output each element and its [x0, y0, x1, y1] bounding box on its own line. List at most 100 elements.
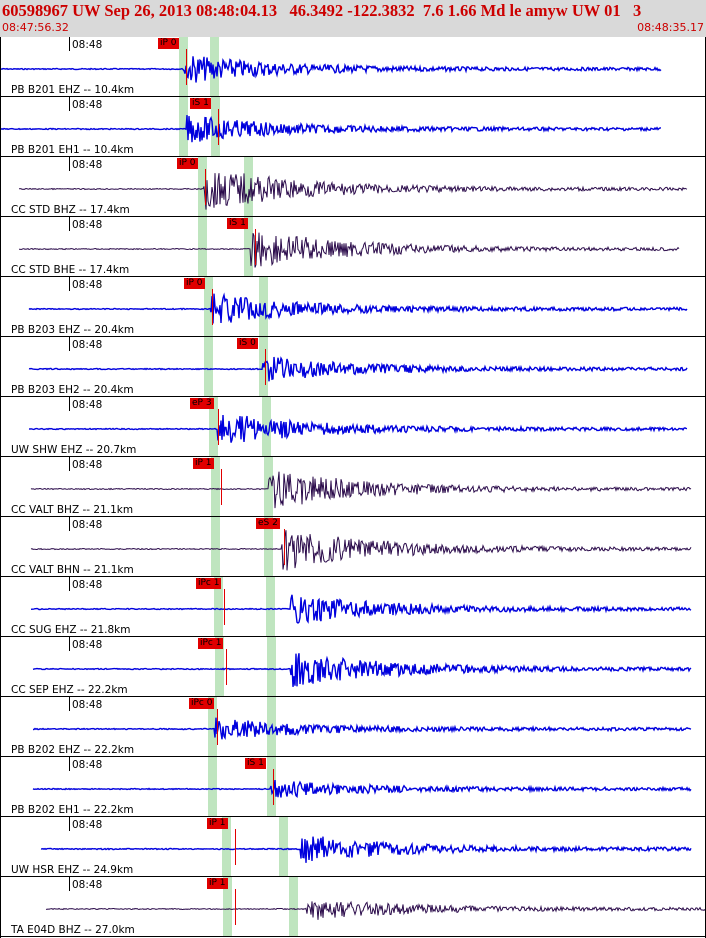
- trace-line: [18, 173, 688, 210]
- trace-line: [30, 530, 692, 571]
- trace-panel: 08:48 iP 1 TA E04D BHZ -- 27.0km: [1, 877, 705, 937]
- phase-window: [208, 697, 217, 756]
- phase-pick-label[interactable]: iP 0: [184, 278, 205, 289]
- phase-pick-label[interactable]: iP 1: [193, 458, 214, 469]
- phase-pick-label[interactable]: iPc 1: [198, 638, 224, 649]
- event-title: 60598967 UW Sep 26, 2013 08:48:04.13 46.…: [2, 1, 642, 20]
- trace-panel: 08:48 iP 0 CC STD BHZ -- 17.4km: [1, 157, 705, 217]
- trace-time-label: 08:48: [72, 399, 103, 411]
- minute-tick: [69, 817, 70, 831]
- trace-line: [32, 780, 692, 798]
- station-label: CC SEP EHZ -- 22.2km: [11, 684, 128, 696]
- phase-pick-label[interactable]: iS 1: [227, 218, 248, 229]
- phase-window: [198, 217, 207, 276]
- trace-panel: 08:48 iPc 1 CC SUG EHZ -- 21.8km: [1, 577, 705, 637]
- trace-panel: 08:48 eS 2 CC VALT BHN -- 21.1km: [1, 517, 705, 577]
- station-label: PB B203 EH2 -- 20.4km: [11, 384, 134, 396]
- waveform: [45, 900, 705, 920]
- phase-pick-marker[interactable]: [221, 469, 222, 505]
- phase-pick-marker[interactable]: [255, 229, 256, 265]
- minute-tick: [69, 697, 70, 711]
- phase-window: [266, 577, 275, 636]
- station-label: PB B203 EHZ -- 20.4km: [11, 324, 135, 336]
- phase-pick-marker[interactable]: [235, 829, 236, 865]
- phase-pick-marker[interactable]: [273, 769, 274, 805]
- station-label: CC VALT BHN -- 21.1km: [11, 564, 134, 576]
- phase-pick-marker[interactable]: [218, 409, 219, 445]
- waveform: [28, 414, 688, 443]
- phase-pick-label[interactable]: iS 1: [190, 98, 211, 109]
- trace-time-label: 08:48: [72, 219, 103, 231]
- waveform: [18, 232, 680, 268]
- header-bar: 60598967 UW Sep 26, 2013 08:48:04.13 46.…: [0, 0, 706, 37]
- minute-tick: [69, 637, 70, 651]
- seismogram-plot: 08:48 iP 0 PB B201 EHZ -- 10.4km 08:48 iS 1 P…: [0, 37, 706, 938]
- phase-pick-marker[interactable]: [218, 109, 219, 145]
- minute-tick: [69, 157, 70, 171]
- phase-pick-label[interactable]: iS 0: [237, 338, 258, 349]
- phase-window: [264, 517, 273, 576]
- end-time: 08:48:35.17: [637, 21, 704, 34]
- trace-time-label: 08:48: [72, 279, 103, 291]
- trace-panel: 08:48 iP 0 PB B203 EHZ -- 20.4km: [1, 277, 705, 337]
- phase-window: [222, 817, 231, 876]
- trace-line: [30, 594, 692, 624]
- phase-pick-marker[interactable]: [212, 289, 213, 325]
- trace-line: [28, 414, 688, 443]
- station-label: UW HSR EHZ -- 24.9km: [11, 864, 134, 876]
- station-label: TA E04D BHZ -- 27.0km: [11, 924, 135, 936]
- phase-pick-marker[interactable]: [205, 169, 206, 205]
- phase-pick-marker[interactable]: [217, 709, 218, 745]
- phase-window: [223, 877, 232, 936]
- phase-pick-marker[interactable]: [284, 529, 285, 565]
- phase-window: [198, 157, 207, 216]
- trace-line: [45, 900, 705, 920]
- phase-pick-label[interactable]: iPc 1: [196, 578, 222, 589]
- phase-pick-label[interactable]: iS 1: [245, 758, 266, 769]
- station-label: PB B201 EH1 -- 10.4km: [11, 144, 134, 156]
- trace-panel: 08:48 iPc 1 CC SEP EHZ -- 22.2km: [1, 637, 705, 697]
- minute-tick: [69, 397, 70, 411]
- phase-pick-label[interactable]: iP 0: [158, 38, 179, 49]
- phase-pick-marker[interactable]: [265, 349, 266, 385]
- phase-window: [179, 37, 188, 96]
- trace-time-label: 08:48: [72, 99, 103, 111]
- station-label: CC STD BHZ -- 17.4km: [11, 204, 130, 216]
- phase-pick-marker[interactable]: [226, 649, 227, 685]
- trace-line: [1, 56, 662, 83]
- phase-pick-label[interactable]: iPc 0: [189, 698, 215, 709]
- trace-line: [32, 717, 692, 740]
- trace-time-label: 08:48: [72, 579, 103, 591]
- phase-pick-marker[interactable]: [186, 49, 187, 85]
- trace-panel: 08:48 iS 1 CC STD BHE -- 17.4km: [1, 217, 705, 277]
- trace-time-label: 08:48: [72, 699, 103, 711]
- waveform: [28, 356, 688, 382]
- phase-window: [215, 637, 224, 696]
- minute-tick: [69, 337, 70, 351]
- phase-pick-marker[interactable]: [224, 589, 225, 625]
- phase-pick-label[interactable]: iP 1: [207, 818, 228, 829]
- trace-panel: 08:48 iS 0 PB B203 EH2 -- 20.4km: [1, 337, 705, 397]
- waveform: [30, 594, 692, 624]
- phase-window: [244, 157, 253, 216]
- station-label: PB B202 EH1 -- 22.2km: [11, 804, 134, 816]
- phase-pick-label[interactable]: eS 2: [256, 518, 280, 529]
- phase-window: [289, 877, 298, 936]
- phase-pick-marker[interactable]: [235, 889, 236, 925]
- station-label: CC SUG EHZ -- 21.8km: [11, 624, 131, 636]
- trace-time-label: 08:48: [72, 339, 103, 351]
- waveform: [1, 56, 662, 83]
- phase-pick-label[interactable]: iP 1: [207, 878, 228, 889]
- phase-pick-label[interactable]: iP 0: [177, 158, 198, 169]
- minute-tick: [69, 877, 70, 891]
- phase-pick-label[interactable]: eP 3: [190, 398, 214, 409]
- phase-window: [279, 817, 288, 876]
- waveform: [28, 292, 688, 324]
- trace-time-label: 08:48: [72, 879, 103, 891]
- trace-line: [28, 292, 688, 324]
- minute-tick: [69, 517, 70, 531]
- trace-time-label: 08:48: [72, 159, 103, 171]
- trace-time-label: 08:48: [72, 819, 103, 831]
- phase-window: [211, 457, 220, 516]
- phase-window: [204, 277, 213, 336]
